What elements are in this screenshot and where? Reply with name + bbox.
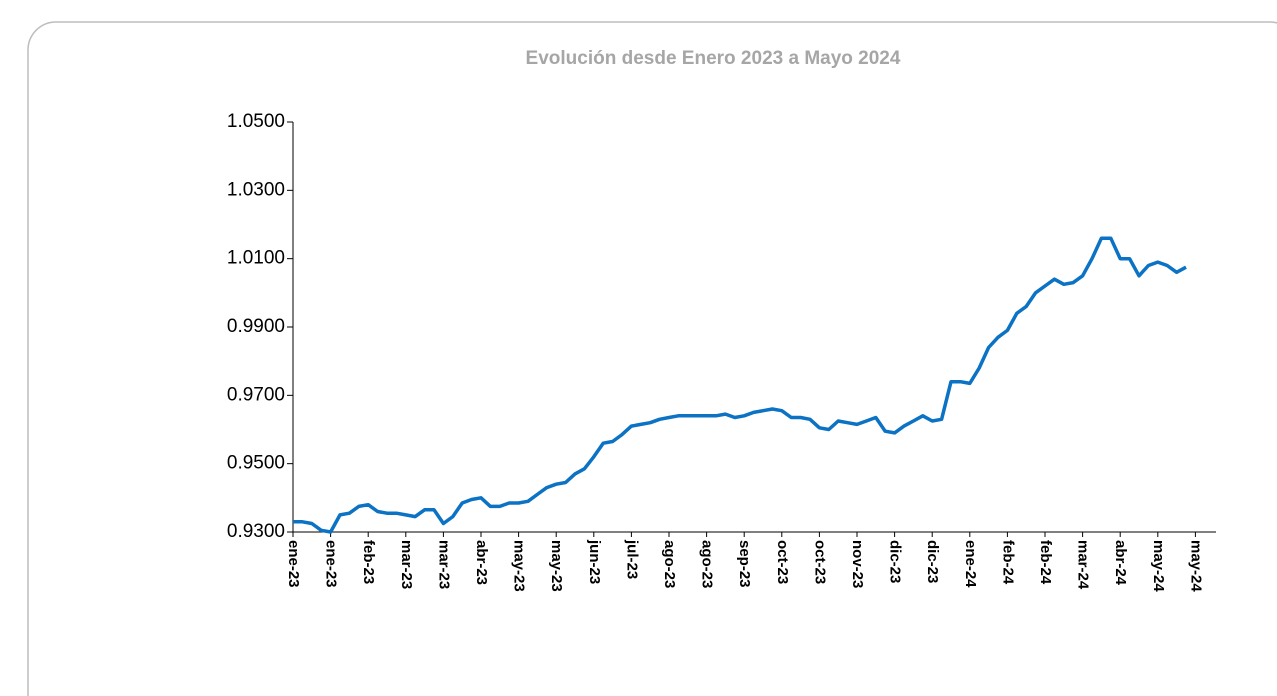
- chart-title: Evolución desde Enero 2023 a Mayo 2024: [526, 48, 901, 69]
- x-tick-label: ene-24: [962, 540, 979, 588]
- x-tick-label: feb-24: [1037, 540, 1054, 585]
- x-tick-label: may-23: [511, 540, 528, 592]
- x-tick-label: feb-23: [360, 540, 377, 584]
- x-tick-label: abr-23: [473, 540, 490, 585]
- x-tick-label: dic-23: [924, 540, 941, 583]
- x-tick-label: ago-23: [661, 540, 678, 588]
- x-tick-label: oct-23: [811, 540, 828, 584]
- card: [27, 21, 1277, 696]
- x-tick-label: abr-24: [1112, 540, 1129, 586]
- x-tick-label: ago-23: [699, 540, 716, 588]
- y-tick-label: 0.9700: [227, 384, 285, 405]
- x-tick-label: oct-23: [774, 540, 791, 584]
- x-tick-label: mar-23: [398, 540, 415, 589]
- y-tick-label: 0.9300: [227, 521, 285, 542]
- y-tick-label: 1.0500: [227, 111, 285, 132]
- x-tick-label: jul-23: [623, 539, 640, 579]
- y-tick-label: 0.9900: [227, 316, 285, 337]
- x-tick-label: may-23: [548, 540, 565, 592]
- x-tick-label: jun-23: [586, 539, 603, 584]
- x-tick-label: mar-24: [1075, 540, 1092, 590]
- x-tick-label: ene-23: [323, 540, 340, 588]
- y-tick-label: 1.0300: [227, 179, 285, 200]
- x-tick-label: may-24: [1150, 540, 1167, 592]
- x-tick-label: dic-23: [887, 540, 904, 583]
- y-tick-label: 1.0100: [227, 248, 285, 269]
- x-tick-label: feb-24: [999, 540, 1016, 585]
- x-tick-label: sep-23: [736, 540, 753, 588]
- y-tick-label: 0.9500: [227, 453, 285, 474]
- x-tick-label: ene-23: [285, 540, 302, 588]
- line-series: [293, 236, 1187, 534]
- x-tick-label: nov-23: [849, 540, 866, 588]
- x-tick-label: may-24: [1187, 540, 1204, 592]
- x-tick-label: mar-23: [435, 540, 452, 589]
